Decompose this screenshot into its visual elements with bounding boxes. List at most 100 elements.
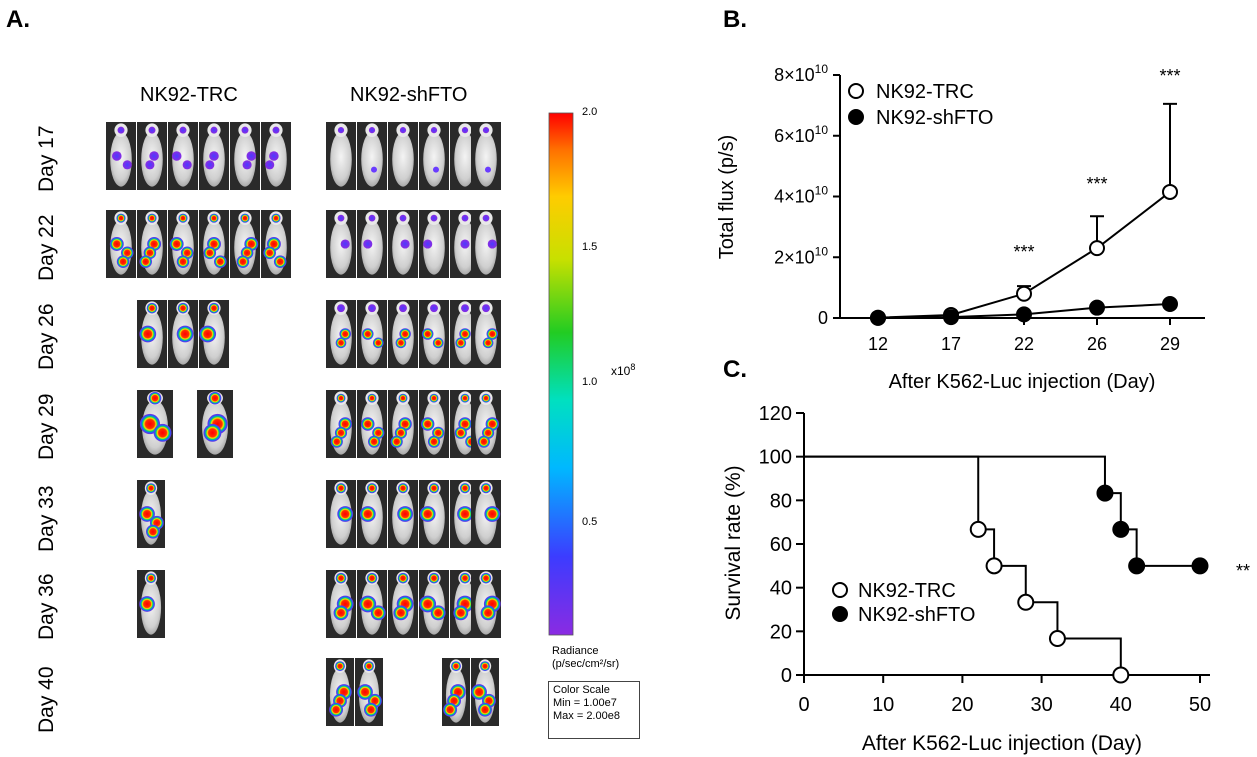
signal-spot xyxy=(122,160,132,170)
signal-spot xyxy=(421,328,434,340)
signal-spot xyxy=(117,126,125,134)
signal-spot xyxy=(460,239,470,249)
signal-spot xyxy=(430,214,438,222)
signal-spot xyxy=(481,393,491,403)
signal-spot xyxy=(145,160,155,170)
signal-spot xyxy=(139,596,155,612)
signal-spot xyxy=(432,337,444,349)
signal-spot xyxy=(451,661,461,672)
signal-spot xyxy=(335,661,345,672)
x-tick-label: 12 xyxy=(868,334,888,354)
signal-spot xyxy=(335,337,347,349)
y-axis-label: Total flux (p/s) xyxy=(716,135,738,259)
mouse-body xyxy=(330,132,352,187)
data-point xyxy=(1017,593,1035,611)
signal-spot xyxy=(337,127,345,134)
signal-spot xyxy=(139,255,152,268)
y-tick-label: 120 xyxy=(759,403,792,425)
significance-label: *** xyxy=(1159,66,1180,86)
signal-spot xyxy=(178,213,188,223)
significance-label: *** xyxy=(1086,174,1107,194)
panel-c-letter: C. xyxy=(723,356,747,383)
signal-spot xyxy=(459,572,471,584)
legend-label: NK92-TRC xyxy=(858,580,956,602)
signal-spot xyxy=(430,605,446,621)
signal-spot xyxy=(428,572,440,584)
signal-spot xyxy=(147,213,157,223)
signal-spot xyxy=(337,506,354,522)
signal-spot xyxy=(399,328,411,340)
signal-spot xyxy=(263,246,276,260)
mouse-body xyxy=(234,132,256,187)
signal-spot xyxy=(457,506,473,522)
mouse-body xyxy=(475,310,497,365)
x-axis-label: After K562-Luc injection (Day) xyxy=(889,371,1156,393)
x-tick-label: 20 xyxy=(951,694,973,716)
signal-spot xyxy=(368,214,376,222)
signal-spot xyxy=(399,127,407,134)
y-tick-label: 6×1010 xyxy=(774,123,828,146)
signal-spot xyxy=(364,661,374,672)
signal-spot xyxy=(453,605,469,621)
signal-spot xyxy=(366,483,378,494)
x-tick-label: 10 xyxy=(872,694,894,716)
signal-spot xyxy=(271,213,281,223)
data-point xyxy=(1016,285,1032,302)
signal-spot xyxy=(116,255,130,268)
signal-spot xyxy=(333,605,349,621)
mouse-body xyxy=(423,132,445,187)
mouse-body xyxy=(361,132,383,187)
signal-spot xyxy=(179,126,187,134)
y-tick-label: 0 xyxy=(781,665,792,687)
signal-spot xyxy=(372,337,384,349)
significance-label: *** xyxy=(1013,242,1034,262)
data-point xyxy=(943,309,959,326)
signal-spot xyxy=(430,127,438,134)
signal-spot xyxy=(427,435,441,448)
mouse-body xyxy=(172,132,194,187)
signal-spot xyxy=(148,126,156,134)
group-title-trc: NK92-TRC xyxy=(140,84,238,106)
signal-spot xyxy=(393,605,409,621)
signal-spot xyxy=(480,605,496,621)
signal-spot xyxy=(203,246,217,260)
signal-spot xyxy=(461,214,469,222)
signal-spot xyxy=(146,573,156,584)
mouse-body xyxy=(475,220,497,275)
colorbar xyxy=(548,112,574,636)
data-point xyxy=(1162,296,1178,313)
signal-spot xyxy=(460,393,470,403)
signal-spot xyxy=(153,423,172,442)
signal-spot xyxy=(335,483,347,494)
signal-spot xyxy=(367,393,377,403)
signal-spot xyxy=(116,213,126,223)
legend-label: NK92-shFTO xyxy=(876,107,993,129)
signal-spot xyxy=(419,595,437,613)
survival-curve xyxy=(804,455,1200,567)
signal-spot xyxy=(368,127,376,134)
signal-spot xyxy=(209,151,219,161)
signal-spot xyxy=(480,572,492,584)
signal-spot xyxy=(357,684,373,700)
signal-spot xyxy=(269,151,279,161)
signal-spot xyxy=(482,337,494,349)
y-tick-label: 8×1010 xyxy=(774,62,828,85)
signal-spot xyxy=(273,255,287,268)
signal-spot xyxy=(459,328,471,340)
x-tick-label: 22 xyxy=(1014,334,1034,354)
signal-spot xyxy=(335,572,347,584)
color-scale-box: Color Scale Min = 1.00e7 Max = 2.00e8 xyxy=(548,681,640,739)
signal-spot xyxy=(482,127,490,134)
x-axis-label: After K562-Luc injection (Day) xyxy=(862,732,1142,755)
data-point xyxy=(1162,183,1178,200)
signal-spot xyxy=(359,506,376,522)
data-point xyxy=(1112,520,1130,538)
signal-spot xyxy=(433,166,439,173)
signal-spot xyxy=(236,255,250,268)
data-point xyxy=(1089,240,1105,257)
signal-spot xyxy=(480,661,490,672)
signal-spot xyxy=(371,166,377,173)
x-tick-label: 29 xyxy=(1160,334,1180,354)
data-point xyxy=(1016,306,1032,323)
